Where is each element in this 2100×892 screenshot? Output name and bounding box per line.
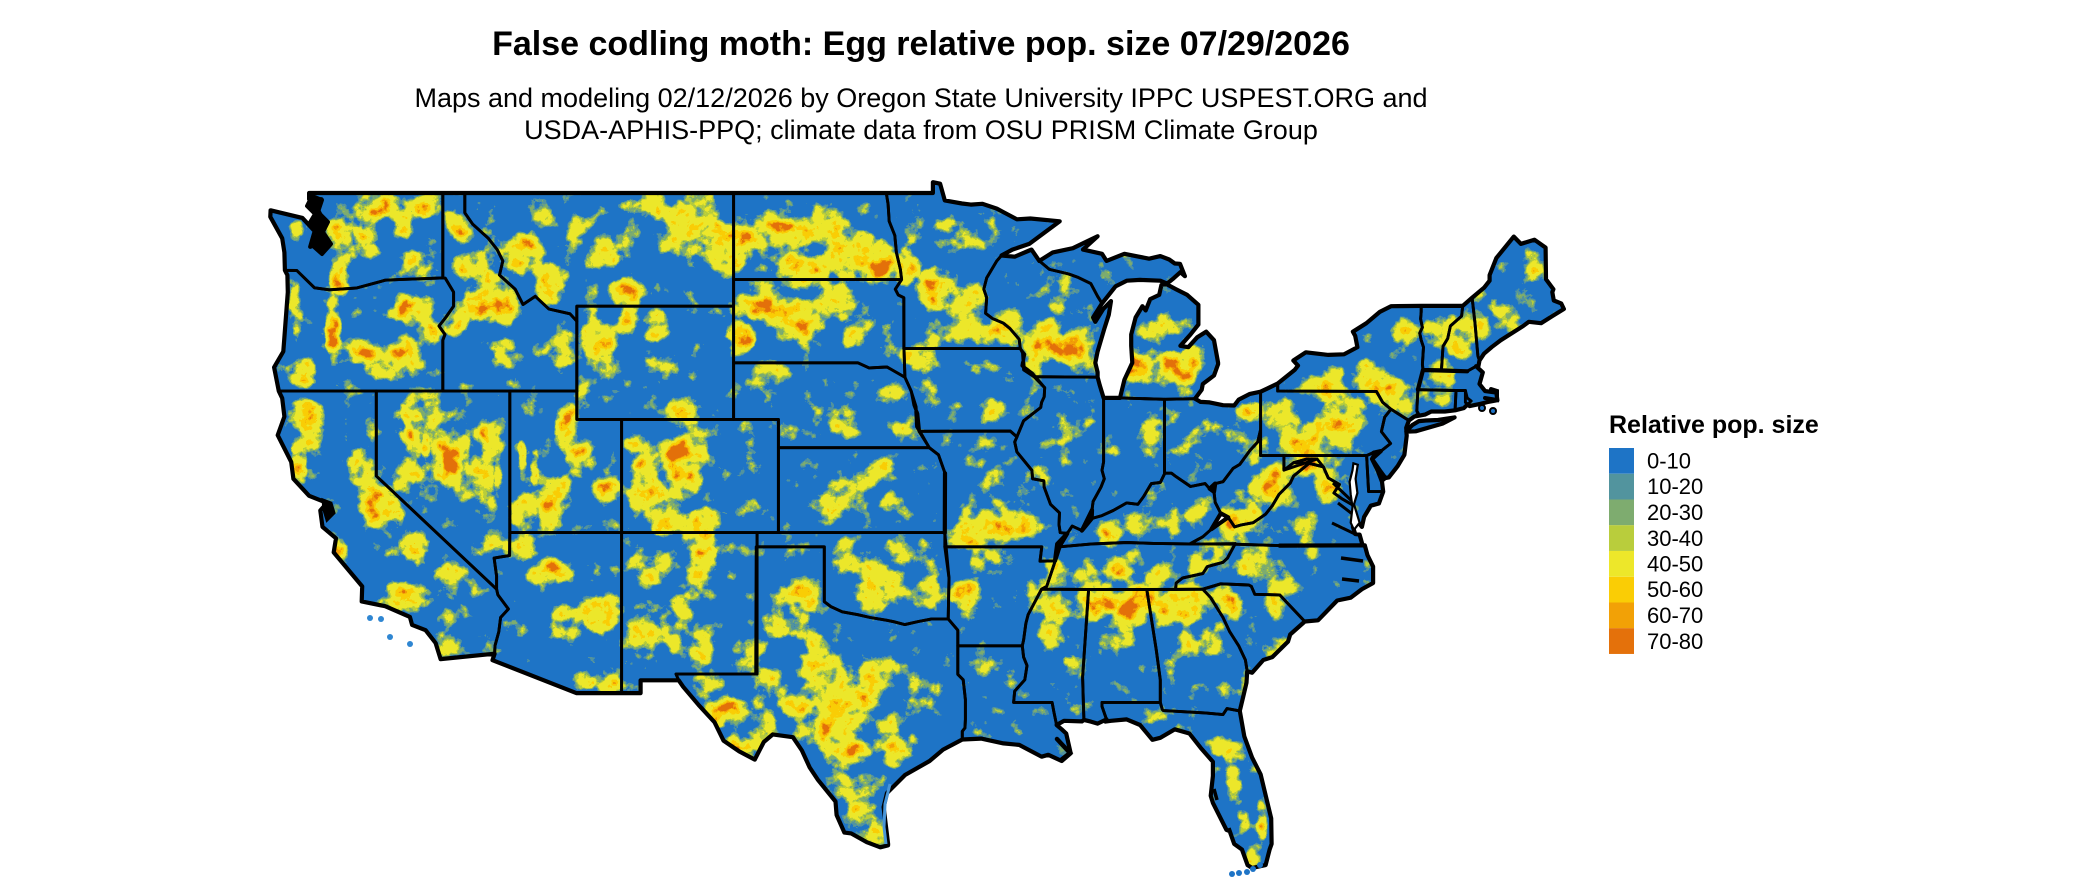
svg-text:30-40: 30-40	[1647, 526, 1703, 551]
svg-text:10-20: 10-20	[1647, 474, 1703, 499]
svg-text:70-80: 70-80	[1647, 629, 1703, 654]
svg-text:0-10: 0-10	[1647, 449, 1691, 474]
svg-text:USDA-APHIS-PPQ; climate data f: USDA-APHIS-PPQ; climate data from OSU PR…	[524, 115, 1318, 145]
svg-text:Maps and modeling 02/12/2026 b: Maps and modeling 02/12/2026 by Oregon S…	[414, 83, 1427, 113]
svg-text:20-30: 20-30	[1647, 500, 1703, 525]
svg-text:50-60: 50-60	[1647, 577, 1703, 602]
svg-text:40-50: 40-50	[1647, 552, 1703, 577]
svg-text:False codling moth: Egg relati: False codling moth: Egg relative pop. si…	[492, 25, 1350, 63]
svg-text:60-70: 60-70	[1647, 603, 1703, 628]
svg-text:Relative pop. size: Relative pop. size	[1609, 411, 1819, 439]
